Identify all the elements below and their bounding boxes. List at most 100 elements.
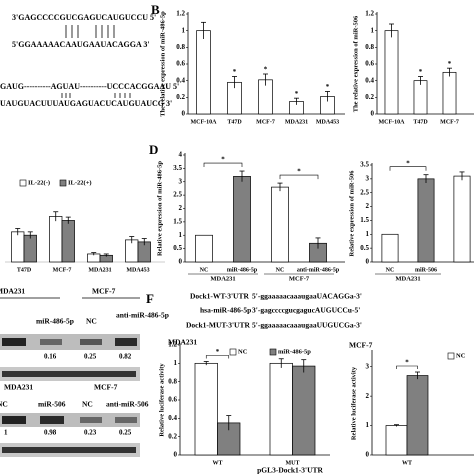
western-blot: MDA231 MCF-7 miR-486-5p NC anti-miR-486-… — [0, 287, 169, 457]
y-axis-label: The relative expression of miR-486-5p — [159, 11, 166, 117]
y-tick-label: 0.6 — [176, 60, 185, 68]
bar — [453, 175, 471, 263]
significance-bracket — [203, 162, 243, 168]
blot-lane: miR-486-5p — [36, 317, 74, 326]
y-tick-label: 0.8 — [365, 43, 374, 51]
x-tick-label: MUT — [286, 460, 300, 466]
significance-bracket — [279, 174, 319, 180]
legend-swatch — [229, 348, 237, 356]
blot-cell: MCF-7 — [94, 383, 118, 392]
blot-value: 0.82 — [119, 353, 132, 361]
y-tick-label: 0.2 — [176, 93, 185, 101]
blot-lane: anti-miR-506 — [106, 400, 149, 409]
y-tick-label: 1.5 — [173, 217, 182, 225]
annotation: * — [264, 66, 268, 74]
bar — [381, 233, 399, 263]
blot-value: 0.23 — [84, 429, 97, 437]
annotation: * — [419, 68, 423, 76]
sequence: 5'GGAAAAACAAUGAAUACAGGA 3' — [12, 40, 150, 49]
y-tick-label: 0.8 — [168, 377, 177, 385]
y-tick-label: 3 — [179, 177, 183, 185]
y-axis-label: Relative expression of miR-506 — [348, 170, 355, 257]
legend-label: NC — [456, 352, 466, 359]
y-tick-label: 0.5 — [360, 244, 369, 252]
y-tick-label: 1.5 — [360, 216, 369, 224]
blot-strip — [0, 334, 140, 350]
y-tick-label: 0.2 — [365, 93, 374, 101]
y-tick-label: 3 — [366, 362, 370, 370]
bar — [269, 362, 293, 456]
group-label: MCF-7 — [289, 275, 310, 282]
y-tick-label: 0.6 — [365, 60, 374, 68]
bar — [413, 80, 428, 115]
legend-swatch — [447, 352, 455, 360]
y-tick-label: 1.2 — [365, 10, 374, 18]
annotation: * — [448, 60, 452, 68]
blot-value: 1 — [4, 429, 8, 437]
y-tick-label: 0 — [179, 258, 183, 266]
significance-label: * — [221, 156, 225, 164]
y-tick-label: 1 — [182, 26, 186, 34]
y-tick-label: 0 — [371, 110, 375, 118]
x-axis-label: pGL3-Dock1-3'UTR — [257, 466, 323, 474]
sequence: 3'-gagccccgucgagucAUGUCCu-5' — [252, 306, 360, 315]
band — [2, 447, 136, 453]
bar — [23, 234, 37, 263]
pairing-lines — [61, 25, 131, 98]
y-tick-label: 4 — [179, 151, 183, 159]
group-label: MDA231 — [210, 275, 235, 282]
y-tick-label: 2 — [366, 202, 370, 210]
bar — [442, 71, 457, 115]
bar — [385, 425, 408, 456]
bar — [61, 220, 75, 263]
blot-lane: miR-506 — [38, 400, 66, 409]
sequence-name: Dock1-WT-3'UTR — [190, 292, 249, 301]
panel-label: B — [151, 2, 160, 17]
band — [2, 371, 136, 377]
blot-cell: MDA231 — [4, 383, 33, 392]
blot-lane: anti-miR-486-5p — [116, 311, 169, 320]
annotation: * — [326, 83, 330, 91]
blot-cell: MDA231 — [0, 287, 25, 296]
bar — [292, 365, 316, 456]
x-tick-label: miR-506 — [415, 267, 437, 273]
band — [80, 339, 102, 345]
y-tick-label: 1 — [179, 231, 183, 239]
band — [40, 416, 64, 424]
y-axis-label: The relative expression of miR-506 — [352, 15, 359, 112]
x-tick-label: MDA231 — [285, 119, 308, 125]
x-tick-label: MCF-10A — [191, 119, 218, 125]
x-tick-label: WT — [402, 460, 412, 466]
y-axis-label: Relative expression of miR-486-5p — [156, 161, 163, 256]
y-tick-label: 3.5 — [360, 161, 369, 169]
y-tick-label: 1 — [366, 230, 370, 238]
blot-lane: NC — [0, 400, 8, 409]
sequence: GAUG----------AGUAU----------UCCCACGGAAU… — [0, 82, 179, 91]
significance-bracket — [389, 166, 427, 171]
y-tick-label: 0.6 — [168, 396, 177, 404]
bar — [194, 362, 218, 456]
x-tick-label: WT — [212, 460, 222, 466]
y-axis-label: Relative luciferase activity — [158, 363, 165, 437]
y-tick-label: 1.2 — [168, 341, 177, 349]
band — [80, 417, 102, 423]
significance-bracket — [205, 355, 230, 359]
y-tick-label: 0 — [366, 258, 370, 266]
bar — [196, 30, 211, 115]
x-tick-label: NC — [276, 267, 285, 273]
bar — [195, 234, 213, 263]
sequence-name: Dock1-MUT-3'UTR — [186, 321, 250, 330]
blot-value: 0.25 — [119, 429, 132, 437]
y-tick-label: 2.5 — [360, 188, 369, 196]
x-tick-label: MDA231 — [88, 267, 111, 273]
y-tick-label: 0.8 — [176, 43, 185, 51]
blot-value: 0.98 — [44, 429, 57, 437]
significance-label: * — [216, 348, 220, 356]
x-tick-label: T47D — [227, 119, 242, 125]
chart-title: MDA231 — [168, 338, 197, 347]
significance-label: * — [297, 168, 301, 176]
y-tick-label: 1 — [371, 26, 375, 34]
band — [115, 338, 137, 346]
x-tick-label: MDA453 — [316, 119, 339, 125]
